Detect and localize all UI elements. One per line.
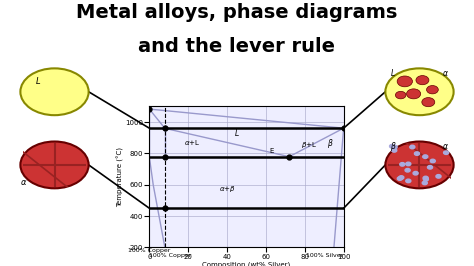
Circle shape (414, 152, 419, 155)
Circle shape (416, 76, 429, 85)
Circle shape (392, 145, 397, 149)
Text: $\beta$: $\beta$ (327, 138, 333, 151)
Circle shape (428, 165, 433, 169)
Circle shape (422, 181, 428, 185)
Text: $\beta$: $\beta$ (390, 140, 397, 153)
Circle shape (423, 177, 428, 181)
Text: 100% Copper: 100% Copper (149, 253, 191, 258)
Circle shape (405, 168, 410, 172)
Text: $\alpha$: $\alpha$ (20, 178, 27, 187)
Circle shape (390, 144, 395, 148)
Circle shape (423, 176, 428, 180)
Text: E: E (270, 148, 274, 154)
Text: $\beta$+L: $\beta$+L (301, 140, 317, 150)
Y-axis label: Temperature (°C): Temperature (°C) (117, 147, 124, 207)
Text: $\alpha$+$\beta$: $\alpha$+$\beta$ (219, 184, 236, 194)
Text: $\alpha$: $\alpha$ (442, 69, 449, 78)
Text: L: L (36, 77, 40, 86)
Circle shape (410, 145, 415, 149)
Circle shape (397, 177, 402, 180)
Circle shape (399, 176, 404, 179)
Circle shape (430, 159, 435, 163)
Text: $\alpha$: $\alpha$ (442, 142, 449, 151)
Circle shape (392, 149, 397, 152)
Text: $\alpha$+L: $\alpha$+L (184, 138, 200, 147)
Text: 100% Copper: 100% Copper (128, 248, 171, 253)
Circle shape (423, 155, 428, 159)
Circle shape (400, 163, 405, 166)
X-axis label: Composition (wt% Silver): Composition (wt% Silver) (202, 261, 291, 266)
Circle shape (413, 172, 418, 175)
Circle shape (436, 174, 441, 178)
Text: L: L (235, 128, 239, 138)
Text: and the lever rule: and the lever rule (138, 37, 336, 56)
Circle shape (427, 86, 438, 94)
Circle shape (406, 162, 411, 166)
Circle shape (407, 89, 420, 99)
Circle shape (406, 179, 411, 183)
Circle shape (395, 91, 406, 99)
Text: L: L (392, 69, 395, 78)
Circle shape (397, 76, 412, 87)
Text: Metal alloys, phase diagrams: Metal alloys, phase diagrams (76, 3, 398, 22)
Circle shape (422, 98, 435, 107)
Text: 100% Silver: 100% Silver (306, 253, 344, 258)
Circle shape (444, 151, 449, 155)
